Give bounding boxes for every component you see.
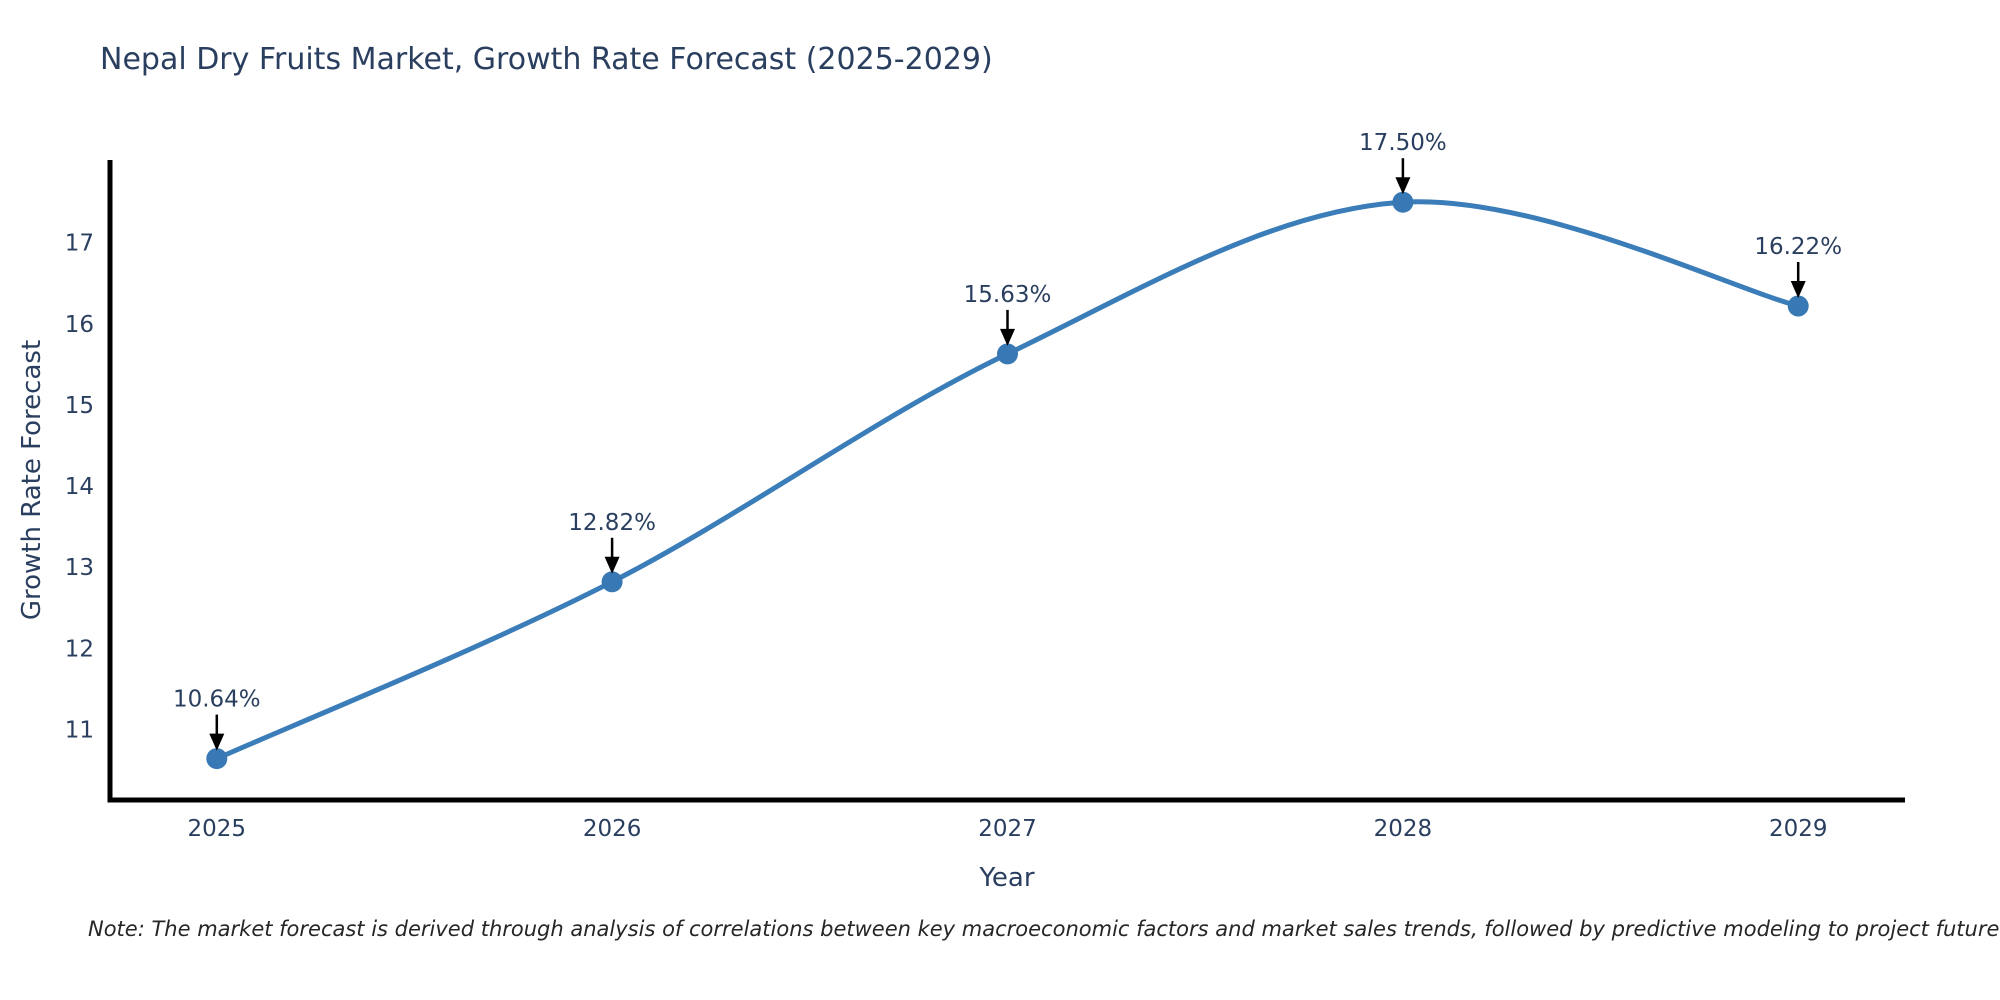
point-value-label: 10.64% bbox=[173, 687, 261, 713]
annotation-arrowhead bbox=[604, 556, 620, 574]
y-tick-label: 17 bbox=[65, 231, 94, 257]
y-axis-title: Growth Rate Forecast bbox=[17, 340, 47, 620]
data-point-marker[interactable] bbox=[206, 748, 228, 770]
point-value-label: 12.82% bbox=[568, 510, 656, 536]
x-axis-title: Year bbox=[978, 863, 1034, 893]
point-value-label: 15.63% bbox=[964, 282, 1052, 308]
data-point-marker[interactable] bbox=[1787, 295, 1809, 317]
y-tick-label: 16 bbox=[65, 312, 94, 338]
x-tick-label: 2025 bbox=[187, 816, 246, 842]
annotation-arrowhead bbox=[1395, 177, 1411, 195]
data-point-marker[interactable] bbox=[601, 571, 623, 593]
data-point-marker[interactable] bbox=[997, 343, 1018, 365]
x-tick-label: 2029 bbox=[1769, 816, 1828, 842]
y-tick-label: 11 bbox=[65, 717, 94, 743]
point-value-label: 16.22% bbox=[1754, 234, 1842, 260]
x-tick-label: 2027 bbox=[978, 816, 1037, 842]
annotation-arrowhead bbox=[1790, 281, 1806, 298]
chart-title: Nepal Dry Fruits Market, Growth Rate For… bbox=[100, 42, 993, 77]
y-tick-label: 14 bbox=[65, 474, 94, 500]
x-tick-label: 2028 bbox=[1374, 816, 1433, 842]
annotation-arrowhead bbox=[1000, 328, 1015, 346]
data-point-marker[interactable] bbox=[1392, 191, 1414, 213]
y-tick-label: 13 bbox=[65, 555, 94, 581]
y-tick-label: 15 bbox=[65, 393, 94, 419]
point-value-label: 17.50% bbox=[1359, 130, 1447, 156]
y-tick-label: 12 bbox=[65, 636, 94, 662]
annotation-arrowhead bbox=[209, 733, 225, 751]
x-tick-label: 2026 bbox=[583, 816, 642, 842]
footnote: Note: The market forecast is derived thr… bbox=[88, 917, 2000, 941]
